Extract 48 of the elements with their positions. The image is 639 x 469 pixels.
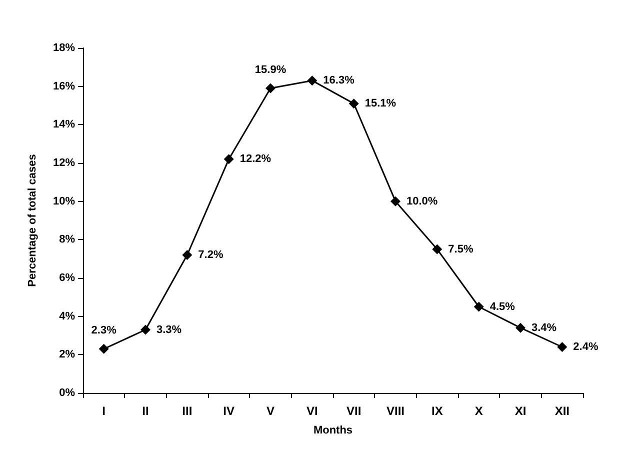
point (516, 322, 526, 333)
x-tick-label: XI (514, 404, 526, 418)
x-tick-label: I (102, 404, 106, 418)
x-axis-title: Months (313, 424, 353, 436)
data-label: 3.4% (532, 322, 557, 334)
data-label: 2.3% (91, 324, 117, 336)
data-label: 15.1% (364, 98, 396, 110)
y-tick-label: 0% (59, 387, 76, 399)
point (266, 83, 276, 94)
x-tick-label: VII (346, 404, 362, 418)
data-label: 7.2% (198, 249, 224, 261)
point (557, 342, 568, 352)
x-tick-label: XII (554, 404, 570, 418)
data-label: 7.5% (448, 243, 474, 256)
data-label: 12.2% (240, 153, 272, 166)
data-label: 3.3% (156, 324, 182, 336)
point (98, 344, 109, 354)
x-tick-label: II (142, 404, 149, 418)
data-label: 10.0% (406, 195, 438, 208)
y-tick-label: 18% (52, 42, 76, 54)
point (474, 302, 484, 312)
x-tick-label: III (182, 404, 192, 418)
x-tick-label: VIII (386, 404, 405, 418)
y-tick-label: 8% (59, 234, 76, 246)
x-tick-label: IX (431, 404, 443, 418)
data-label: 15.9% (254, 64, 286, 76)
y-tick-label: 12% (52, 157, 76, 169)
y-tick-label: 16% (52, 80, 76, 92)
y-tick-label: 4% (59, 310, 76, 322)
y-tick-label: 2% (59, 348, 76, 361)
x-tick-label: X (474, 404, 483, 418)
point (307, 76, 318, 86)
point (348, 98, 359, 109)
y-tick-label: 10% (52, 195, 76, 208)
x-tick-label: V (266, 404, 275, 418)
point (140, 324, 150, 335)
data-label: 4.5% (490, 300, 516, 313)
y-tick-label: 14% (52, 118, 76, 131)
data-label: 2.4% (573, 341, 598, 353)
y-axis-title: Percentage of total cases (26, 154, 38, 287)
point (390, 196, 400, 206)
y-tick-label: 6% (59, 272, 76, 284)
point (224, 154, 234, 164)
x-tick-label: IV (223, 404, 235, 418)
x-tick-label: VI (306, 404, 318, 418)
data-label: 16.3% (323, 74, 355, 87)
point (182, 250, 192, 260)
point (432, 244, 442, 254)
